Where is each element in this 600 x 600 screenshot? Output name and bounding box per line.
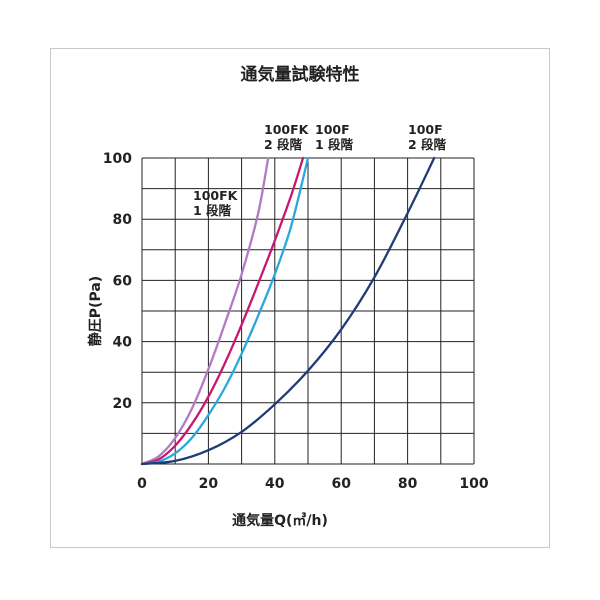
series-line-100fk-2 [140,156,305,466]
series-label-100fk-1: 100FK [193,188,239,203]
y-tick-label: 100 [103,151,132,167]
x-ticks: 0 20 40 60 80 100 [137,476,489,492]
series-label-100f-1: 100F [315,122,350,137]
x-tick-label: 80 [398,476,418,492]
x-tick-label: 100 [459,476,488,492]
y-axis-label: 静圧P(Pa) [87,276,104,346]
chart-frame [50,48,550,548]
series-label-100f-1: 1 段階 [315,137,354,152]
series-label-100fk-1: 1 段階 [193,203,232,218]
x-tick-label: 40 [265,476,285,492]
series-line-100fk-1 [140,156,270,466]
x-axis-label: 通気量Q(㎥/h) [232,512,328,529]
x-tick-label: 20 [199,476,219,492]
y-tick-label: 60 [113,273,133,289]
x-tick-label: 60 [331,476,351,492]
chart-title: 通気量試験特性 [241,64,360,85]
series-label-100f-2: 100F [408,122,443,137]
series-line-100f-2 [140,156,436,466]
series-label-100fk-2: 100FK [264,122,310,137]
grid [141,157,475,465]
x-tick-label: 0 [137,476,147,492]
y-tick-label: 40 [113,335,133,351]
series-label-100f-2: 2 段階 [408,137,447,152]
series-line-100f-1 [140,156,310,466]
y-ticks: 20 40 60 80 100 [103,151,132,412]
curves [140,156,436,466]
y-tick-label: 80 [113,212,133,228]
y-tick-label: 20 [113,396,133,412]
series-label-100fk-2: 2 段階 [264,137,303,152]
